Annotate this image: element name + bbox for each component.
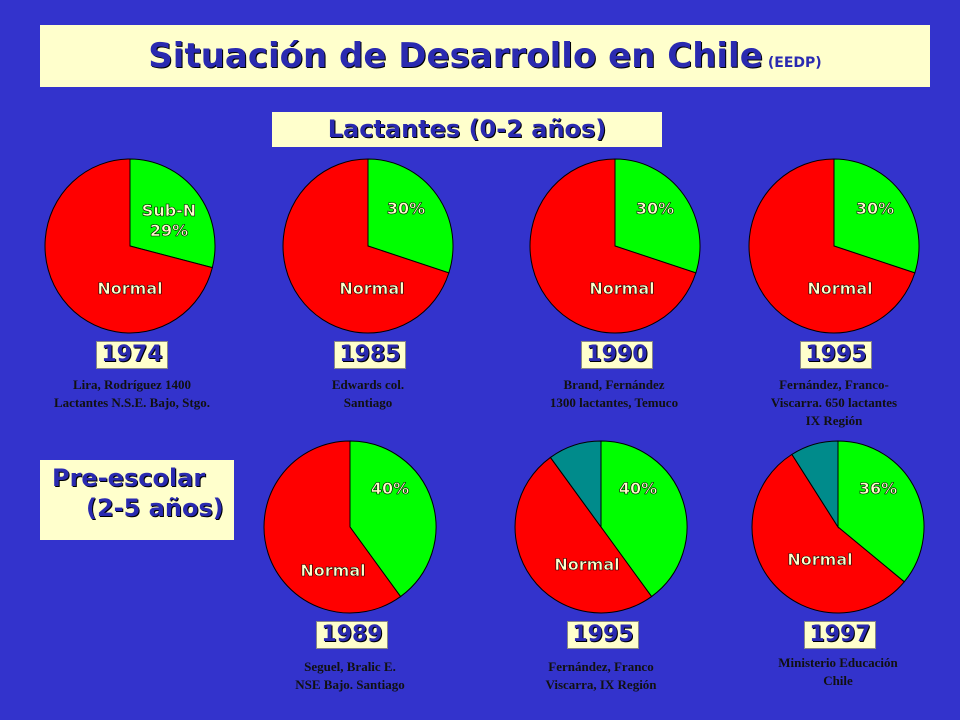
- pie-1974-infant-slice-0: [129, 158, 216, 269]
- pie-1974-normal-label: Normal: [97, 279, 162, 298]
- pie-1995-pct-label: 30%: [856, 199, 894, 218]
- pie-1995-pct-label: 40%: [619, 479, 657, 498]
- pie-1989-pct-label: 40%: [371, 479, 409, 498]
- pie-1995-preschool-slice-1: [514, 456, 653, 614]
- year-badge: 1995: [567, 621, 639, 649]
- source-line: Lira, Rodríguez 1400: [72, 377, 192, 392]
- source-line: Fernández, Franco-: [779, 377, 889, 392]
- pie-1990-normal-label: Normal: [589, 279, 654, 298]
- source-line: Viscarra, IX Región: [545, 677, 657, 692]
- pie-1990-pct-label: 30%: [636, 199, 674, 218]
- pie-1989-preschool-slice-0: [349, 440, 437, 598]
- pie-1997-preschool-slice-1: [751, 453, 905, 614]
- pie-1997-preschool-slice-0: [837, 440, 925, 583]
- source-citation: Edwards col. Santiago: [248, 376, 488, 412]
- pie-1985-normal-label: Normal: [339, 279, 404, 298]
- pie-1995-normal-label: Normal: [554, 555, 619, 574]
- year-badge: 1985: [334, 341, 406, 369]
- source-citation: Lira, Rodríguez 1400 Lactantes N.S.E. Baj…: [12, 376, 252, 412]
- source-citation: Brand, Fernández 1300 lactantes, Temuco: [494, 376, 734, 412]
- pie-1974-infant-slice-1: [44, 158, 213, 334]
- source-line: Lactantes N.S.E. Bajo, Stgo.: [53, 395, 210, 410]
- source-line: Ministerio Educación: [778, 655, 898, 670]
- pie-1989-normal-label: Normal: [300, 561, 365, 580]
- pie-1995-normal-label: Normal: [807, 279, 872, 298]
- infants-section-label: Lactantes (0-2 años): [327, 115, 607, 143]
- pie-1995-infant-slice-0: [833, 158, 920, 274]
- year-label: 1995: [572, 622, 634, 647]
- preschool-label-line1: Pre-escolar: [52, 464, 206, 492]
- source-citation: Fernández, Franco Viscarra, IX Región: [481, 658, 721, 694]
- pie-1985-infant-slice-1: [282, 158, 450, 334]
- title-note: (EEDP): [767, 55, 822, 71]
- pie-1974-pct-label: 29%: [150, 221, 188, 240]
- pie-1974-sub-label: Sub-N: [142, 201, 196, 220]
- source-line: Brand, Fernández: [563, 377, 665, 392]
- source-citation: Ministerio Educación Chile: [718, 654, 958, 690]
- pie-1990-infant-slice-0: [614, 158, 701, 274]
- source-citation: Fernández, Franco- Viscarra. 650 lactante…: [714, 376, 954, 430]
- year-label: 1989: [321, 622, 383, 647]
- year-badge: 1995: [800, 341, 872, 369]
- source-line: NSE Bajo. Santiago: [295, 677, 405, 692]
- source-line: Chile: [823, 673, 853, 688]
- pie-1997-pct-label: 36%: [859, 479, 897, 498]
- pie-1990-infant-slice-1: [529, 158, 697, 334]
- year-badge: 1989: [316, 621, 388, 649]
- pie-1997-preschool-slice-2: [791, 440, 839, 529]
- pie-1997-normal-label: Normal: [787, 550, 852, 569]
- pie-1985-pct-label: 30%: [387, 199, 425, 218]
- preschool-section-banner: Pre-escolar (2-5 años): [40, 460, 234, 540]
- infants-section-banner: Lactantes (0-2 años): [272, 112, 662, 147]
- title-banner: Situación de Desarrollo en Chile (EEDP): [40, 25, 930, 87]
- source-line: Seguel, Bralic E.: [304, 659, 396, 674]
- pie-1995-preschool-slice-2: [549, 440, 602, 529]
- source-line: Fernández, Franco: [548, 659, 654, 674]
- source-line: IX Región: [805, 413, 863, 428]
- year-label: 1985: [339, 342, 401, 367]
- year-badge: 1974: [96, 341, 168, 369]
- pie-1985-infant-slice-0: [367, 158, 454, 274]
- source-line: Viscarra. 650 lactantes: [770, 395, 898, 410]
- pie-1995-preschool-slice-0: [600, 440, 688, 598]
- year-label: 1997: [809, 622, 871, 647]
- pie-1995-infant-slice-1: [748, 158, 916, 334]
- source-line: Edwards col.: [331, 377, 405, 392]
- source-line: 1300 lactantes, Temuco: [549, 395, 679, 410]
- year-label: 1974: [101, 342, 163, 367]
- pie-1989-preschool-slice-1: [263, 440, 402, 614]
- year-label: 1990: [586, 342, 648, 367]
- year-label: 1995: [805, 342, 867, 367]
- source-line: Santiago: [343, 395, 393, 410]
- source-citation: Seguel, Bralic E. NSE Bajo. Santiago: [230, 658, 470, 694]
- page-title: Situación de Desarrollo en Chile: [148, 36, 763, 76]
- preschool-label-line2: (2-5 años): [86, 494, 224, 522]
- year-badge: 1997: [804, 621, 876, 649]
- year-badge: 1990: [581, 341, 653, 369]
